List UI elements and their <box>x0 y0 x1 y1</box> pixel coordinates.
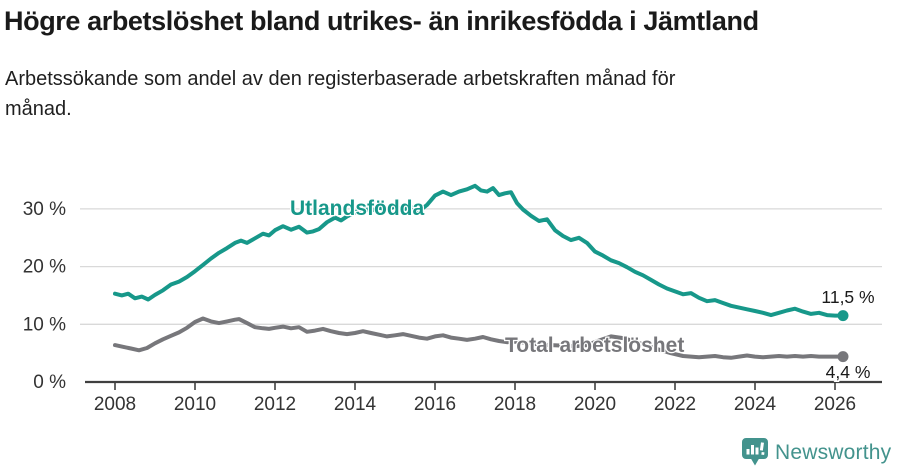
x-axis-label: 2016 <box>414 394 456 415</box>
x-axis-label: 2022 <box>654 394 696 415</box>
x-axis-label: 2014 <box>334 394 377 415</box>
utlandsfodda-end-dot <box>837 310 849 322</box>
x-axis-label: 2010 <box>174 394 216 415</box>
total-series-label: Total arbetslöshet <box>505 334 684 357</box>
y-axis-label: 30 % <box>23 199 66 220</box>
utlandsfodda-line <box>113 183 845 318</box>
subtitle-line-2: månad. <box>5 98 72 120</box>
total-end-value-label: 4,4 % <box>826 362 871 382</box>
utlandsfodda-series-label: Utlandsfödda <box>290 197 424 220</box>
chart-subtitle: Arbetssökande som andel av den registerb… <box>5 64 675 124</box>
x-axis-label: 2008 <box>94 394 136 415</box>
x-axis-label: 2020 <box>574 394 616 415</box>
utlandsfodda-end-value-label: 11,5 % <box>821 287 874 307</box>
total-end-dot <box>837 351 849 363</box>
total-line <box>113 316 845 360</box>
y-axis-label: 10 % <box>23 314 66 335</box>
brand-name: Newsworthy <box>775 440 892 464</box>
y-axis-label: 20 % <box>23 257 66 278</box>
line-chart: 0 % 10 % 20 % 30 % 2008 2010 2012 2014 2016 2018 2… <box>0 160 900 460</box>
subtitle-line-1: Arbetssökande som andel av den registerb… <box>5 68 676 90</box>
x-axis-label: 2024 <box>734 394 777 415</box>
page-title: Högre arbetslöshet bland utrikes- än inr… <box>4 6 759 36</box>
y-axis-label: 0 % <box>33 372 66 393</box>
x-axis-label: 2026 <box>814 394 856 415</box>
newsworthy-speech-bubble-chart-icon <box>742 438 768 466</box>
chart-svg: 0 % 10 % 20 % 30 % 2008 2010 2012 2014 2016 2018 2… <box>23 183 882 415</box>
newsworthy-logo: Newsworthy <box>742 438 891 467</box>
x-axis-label: 2018 <box>494 394 536 415</box>
x-axis-label: 2012 <box>254 394 296 415</box>
